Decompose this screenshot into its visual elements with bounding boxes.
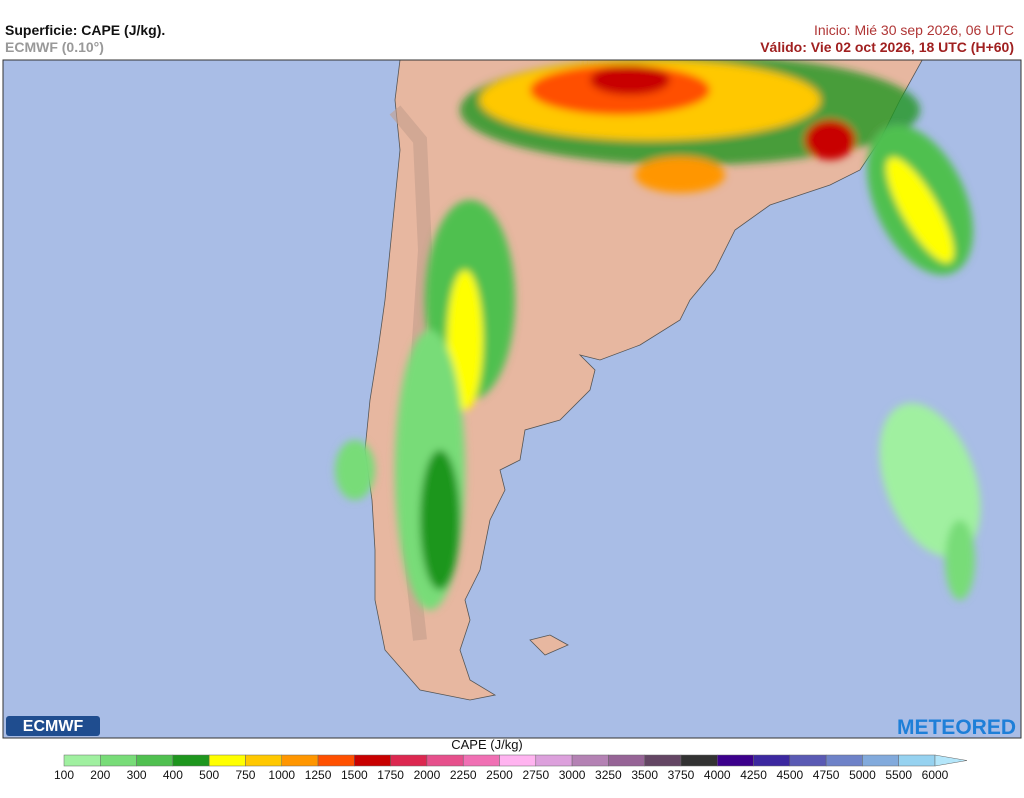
model: ECMWF (0.10°) xyxy=(5,39,104,55)
colorbar-tick-label: 750 xyxy=(235,768,255,782)
logo-ecmwf: ECMWF xyxy=(6,716,100,736)
colorbar-tick-label: 2250 xyxy=(450,768,477,782)
colorbar-tick-label: 1000 xyxy=(268,768,295,782)
colorbar: 100 200 300 400 500 750 1000 1250 1500 1750 2000 22… xyxy=(54,754,968,782)
colorbar-segment xyxy=(136,754,174,767)
colorbar-tick-label: 6000 xyxy=(922,768,949,782)
colorbar-segment xyxy=(499,754,537,767)
colorbar-segment xyxy=(100,754,137,767)
colorbar-tick-label: 200 xyxy=(90,768,110,782)
colorbar-segment xyxy=(317,754,355,767)
colorbar-segment xyxy=(390,754,428,767)
colorbar-segment xyxy=(608,754,645,767)
colorbar-segment xyxy=(571,754,609,767)
valid-time: Válido: Vie 02 oct 2026, 18 UTC (H+60) xyxy=(760,39,1014,55)
colorbar-segment xyxy=(245,754,282,767)
colorbar-tick-label: 3750 xyxy=(668,768,695,782)
colorbar-tick-label: 3250 xyxy=(595,768,622,782)
colorbar-segment xyxy=(354,754,391,767)
colorbar-segment xyxy=(862,754,899,767)
colorbar-tick-label: 4000 xyxy=(704,768,731,782)
colorbar-tick-label: 500 xyxy=(199,768,219,782)
colorbar-segment xyxy=(898,754,936,767)
colorbar-segment xyxy=(789,754,827,767)
land xyxy=(364,60,923,701)
colorbar-tick-label: 2000 xyxy=(414,768,441,782)
colorbar-tick-label: 100 xyxy=(54,768,74,782)
colorbar-segment xyxy=(462,754,500,767)
cape-field xyxy=(335,60,981,610)
colorbar-segment xyxy=(535,754,573,767)
colorbar-tick-label: 4250 xyxy=(740,768,767,782)
colorbar-segment xyxy=(172,754,210,767)
colorbar-segment xyxy=(753,754,791,767)
init-time: Inicio: Mié 30 sep 2026, 06 UTC xyxy=(814,22,1014,38)
colorbar-segment xyxy=(644,754,682,767)
colorbar-segment xyxy=(208,754,246,767)
colorbar-tick-label: 1250 xyxy=(305,768,332,782)
colorbar-segment xyxy=(426,754,464,767)
colorbar-segment xyxy=(717,754,754,767)
colorbar-tick-label: 2500 xyxy=(486,768,513,782)
colorbar-segment xyxy=(281,754,319,767)
map-frame xyxy=(2,59,1022,739)
colorbar-tick-label: 4500 xyxy=(776,768,803,782)
title: Superficie: CAPE (J/kg). xyxy=(5,22,166,38)
colorbar-tick-label: 2750 xyxy=(522,768,549,782)
colorbar-segment xyxy=(63,754,101,767)
logo-meteored: METEORED xyxy=(897,716,1016,739)
map-area: ECMWF METEORED xyxy=(3,60,1021,739)
colorbar-tick-label: 400 xyxy=(163,768,183,782)
logo-ecmwf-text: ECMWF xyxy=(23,718,84,735)
islands xyxy=(529,634,569,656)
colorbar-tick-label: 3000 xyxy=(559,768,586,782)
legend-title: CAPE (J/kg) xyxy=(451,737,523,752)
colorbar-tick-label: 300 xyxy=(127,768,147,782)
colorbar-arrow xyxy=(934,754,968,767)
colorbar-segment xyxy=(825,754,863,767)
colorbar-tick-label: 5000 xyxy=(849,768,876,782)
colorbar-tick-label: 4750 xyxy=(813,768,840,782)
colorbar-segment xyxy=(680,754,718,767)
colorbar-tick-label: 1500 xyxy=(341,768,368,782)
colorbar-tick-label: 5500 xyxy=(885,768,912,782)
colorbar-tick-label: 3500 xyxy=(631,768,658,782)
colorbar-tick-label: 1750 xyxy=(377,768,404,782)
